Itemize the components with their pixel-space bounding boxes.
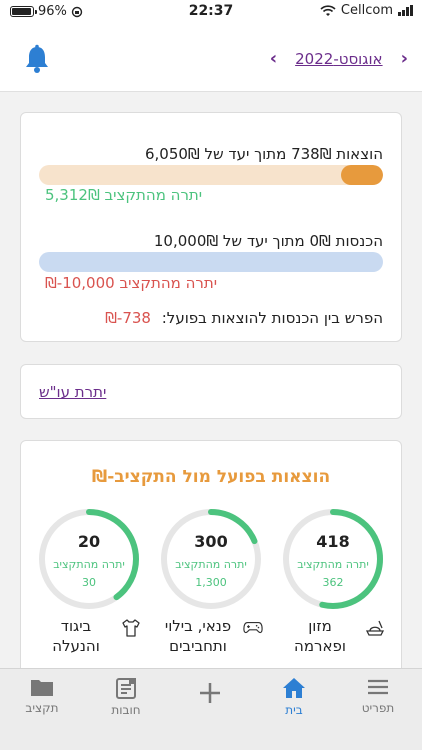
budget-summary-card: הוצאות 738₪ מתוך יעד של 6,050₪ יתרה מהתק… [20,112,402,342]
clothing-spent: 20 [77,532,101,551]
income-remaining: יתרה מהתקציב 10,000-₪ [45,274,218,292]
debts-icon [116,678,136,699]
food-remaining: 362 [322,576,344,589]
shirt-icon [122,619,140,637]
wifi-icon [320,4,336,16]
tab-budget-label: תקציב [25,701,59,715]
food-icon [365,620,385,636]
remaining-label: יתרה מהתקציב [297,558,369,571]
signal-icon [398,5,413,16]
income-expense-difference: הפרש בין הכנסות להוצאות בפועל: 738-₪ [105,309,383,327]
tab-home-label: בית [285,703,303,717]
remaining-label: יתרה מהתקציב [175,558,247,571]
expenses-progress-fill [341,165,383,185]
clothing-remaining: 30 [82,576,96,589]
income-progress-bar [39,252,383,272]
clock: 22:37 [188,3,234,19]
plus-icon [200,683,220,703]
difference-value: 738-₪ [105,309,151,327]
tab-budget[interactable]: תקציב [12,677,72,715]
expenses-progress-bar [39,165,383,185]
food-category-name: מזון ופארמה [294,617,346,655]
rotation-lock-icon [71,6,83,17]
leisure-remaining: 1,300 [195,576,227,589]
tab-menu-label: תפריט [361,701,395,715]
tab-menu[interactable]: תפריט [348,677,408,715]
bottom-tab-bar: תקציב חובות בית תפריט [0,668,422,750]
tab-debts-label: חובות [111,703,141,717]
current-month[interactable]: אוגוסט-2022 [295,49,383,68]
income-line: הכנסות 0₪ מתוך יעד של 10,000₪ [153,232,383,250]
tab-home[interactable]: בית [264,677,324,717]
expenses-remaining: יתרה מהתקציב 5,312₪ [45,186,203,204]
budget-vs-actual-card: הוצאות בפועל מול התקציב-₪ 20 יתרה מהתקצי… [20,440,402,680]
account-balance-card: יתרת עו"ש [20,364,402,419]
folder-icon [31,680,53,696]
chevron-right-icon[interactable]: › [400,48,408,69]
carrier-name: Cellcom [340,3,393,18]
gamepad-icon [243,621,263,634]
leisure-spent: 300 [194,532,228,551]
leisure-category-name: פנאי, בילוי ותחביבים [164,617,232,655]
month-navigator: ‹ אוגוסט-2022 › [270,48,408,69]
battery-indicator: 96% [10,4,83,19]
chevron-left-icon[interactable]: ‹ [269,48,278,69]
remaining-label: יתרה מהתקציב [53,558,125,571]
home-icon [283,678,305,698]
battery-percent: 96% [38,4,67,19]
difference-label: הפרש בין הכנסות להוצאות בפועל: [161,309,383,327]
tab-debts[interactable]: חובות [96,677,156,717]
battery-icon [10,6,37,17]
clothing-category-name: ביגוד והנעלה [52,617,100,655]
bell-icon[interactable] [22,44,52,74]
account-balance-link[interactable]: יתרת עו"ש [39,383,107,401]
tab-add[interactable] [180,681,240,709]
food-gauge-ring [283,509,383,609]
category-gauge-leisure[interactable]: 300 יתרה מהתקציב 1,300 פנאי, בילוי ותחבי… [159,507,263,656]
leisure-gauge-ring [161,509,261,609]
food-spent: 418 [316,532,350,551]
menu-icon [368,679,388,695]
clothing-gauge-ring [39,509,139,609]
category-gauge-food[interactable]: 418 יתרה מהתקציב 362 מזון ופארמה [281,507,385,656]
app-header: ‹ אוגוסט-2022 › [0,24,422,92]
status-bar: 96% 22:37 Cellcom [0,0,422,24]
budget-vs-actual-title: הוצאות בפועל מול התקציב-₪ [91,467,331,487]
category-gauge-clothing[interactable]: 20 יתרה מהתקציב 30 ביגוד והנעלה [37,507,141,656]
expenses-line: הוצאות 738₪ מתוך יעד של 6,050₪ [144,145,383,163]
